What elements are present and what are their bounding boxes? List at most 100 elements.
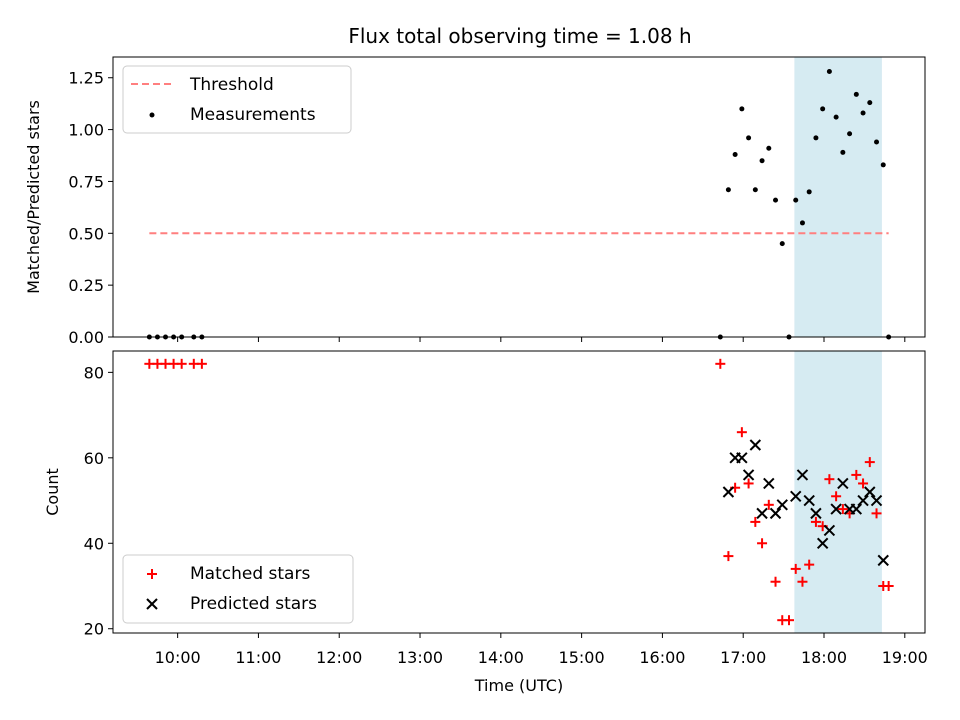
y-tick-label: 0.50 <box>68 224 104 243</box>
matched-star-point <box>790 563 801 574</box>
matched-star-point <box>743 478 754 489</box>
bottom-axes-frame <box>112 350 926 634</box>
predicted-star-point <box>769 507 782 520</box>
legend-predicted-swatch <box>146 598 158 610</box>
x-tick-label: 19:00 <box>882 648 928 667</box>
matched-star-point <box>797 576 808 587</box>
matched-star-point <box>831 491 842 502</box>
x-tick-label: 14:00 <box>478 648 524 667</box>
predicted-star-point <box>742 469 755 481</box>
legend-predicted-label: Predicted stars <box>190 594 317 614</box>
chart-title: Flux total observing time = 1.08 h <box>348 24 691 48</box>
x-tick-label: 12:00 <box>316 648 362 667</box>
measurement-point <box>799 220 805 226</box>
measurement-point <box>806 189 812 195</box>
matched-star-point <box>196 358 207 369</box>
x-tick-label: 16:00 <box>639 648 685 667</box>
bottom-y-axis-label: Count <box>43 468 62 516</box>
x-tick-label: 11:00 <box>235 648 281 667</box>
matched-star-point <box>851 469 862 480</box>
legend-threshold-label: Threshold <box>189 75 274 95</box>
predicted-star-point <box>736 452 748 464</box>
matched-star-point <box>837 504 848 515</box>
matched-star-point <box>783 615 794 626</box>
legend-box <box>122 554 354 624</box>
y-tick-label: 20 <box>84 620 104 639</box>
predicted-star-point <box>850 503 863 515</box>
predicted-star-point <box>837 477 849 490</box>
measurement-point <box>766 145 772 151</box>
y-tick-label: 80 <box>84 363 104 382</box>
y-tick-label: 1.00 <box>68 121 104 140</box>
predicted-star-point <box>823 524 836 537</box>
y-tick-label: 60 <box>84 449 104 468</box>
top-y-axis-label: Matched/Predicted stars <box>24 100 43 294</box>
predicted-star-point <box>803 494 815 507</box>
measurement-point <box>813 135 819 141</box>
predicted-star-point <box>810 507 822 520</box>
matched-star-point <box>810 516 821 527</box>
x-axis-label: Time (UTC) <box>474 676 563 695</box>
matched-star-point <box>864 457 875 468</box>
measurement-point <box>874 139 880 145</box>
predicted-star-point <box>816 537 829 549</box>
measurement-point <box>752 187 758 193</box>
legend-measurements-swatch <box>149 112 155 118</box>
matched-star-point <box>176 358 187 369</box>
matched-star-point <box>723 551 734 562</box>
legend-box <box>122 65 352 134</box>
top-panel-ratio: 0.00 0.25 0.50 0.75 1.00 1.25 Matched/Predicte… <box>24 56 926 347</box>
predicted-star-point <box>870 494 883 507</box>
predicted-star-point <box>790 490 802 502</box>
measurement-point <box>840 149 846 155</box>
predicted-star-point <box>763 477 775 490</box>
legend-matched-label: Matched stars <box>190 564 310 584</box>
measurement-point <box>779 241 785 247</box>
y-tick-label: 0.25 <box>68 276 104 295</box>
measurement-point <box>820 106 826 112</box>
matched-star-point <box>750 516 761 527</box>
measurement-point <box>860 110 866 116</box>
measurement-point <box>732 151 738 157</box>
top-legend: Threshold Measurements <box>122 65 352 134</box>
matched-star-point <box>770 576 781 587</box>
measurement-point <box>759 158 765 164</box>
x-tick-label: 10:00 <box>155 648 201 667</box>
measurement-point <box>739 106 745 112</box>
measurement-point <box>826 69 832 75</box>
measurement-point <box>725 187 731 193</box>
matched-star-point <box>824 474 835 485</box>
measurement-point <box>867 100 873 106</box>
y-tick-label: 1.25 <box>68 69 104 88</box>
predicted-star-point <box>756 507 768 520</box>
predicted-star-point <box>749 439 762 451</box>
bottom-panel-counts: 20 40 60 80 10:00 11:00 12:00 13:00 14:00 15:00 16… <box>43 350 928 695</box>
measurement-point <box>833 114 839 120</box>
matched-star-point <box>715 358 726 369</box>
predicted-star-point <box>864 486 876 498</box>
matched-star-point <box>871 508 882 519</box>
matched-star-point <box>858 478 869 489</box>
x-tick-label: 15:00 <box>559 648 605 667</box>
predicted-star-point <box>877 554 889 567</box>
measurement-point <box>793 197 799 203</box>
measurement-point <box>853 91 859 97</box>
top-axes-frame <box>112 56 926 338</box>
matched-star-point <box>804 559 815 570</box>
matched-star-point <box>883 581 894 591</box>
measurement-point <box>773 197 779 203</box>
top-highlight-span <box>794 57 882 337</box>
x-tick-label: 13:00 <box>397 648 443 667</box>
y-tick-label: 0.00 <box>68 328 104 347</box>
x-tick-label: 18:00 <box>801 648 847 667</box>
predicted-star-point <box>776 499 788 511</box>
measurement-point <box>746 135 752 141</box>
matched-star-point <box>736 427 747 438</box>
x-tick-label: 17:00 <box>720 648 766 667</box>
matched-star-point <box>757 538 768 549</box>
predicted-star-point <box>722 486 735 498</box>
legend-measurements-label: Measurements <box>190 105 316 125</box>
measurement-point <box>880 162 886 168</box>
bottom-legend: Matched stars Predicted stars <box>122 554 354 624</box>
predicted-star-point <box>796 469 809 481</box>
